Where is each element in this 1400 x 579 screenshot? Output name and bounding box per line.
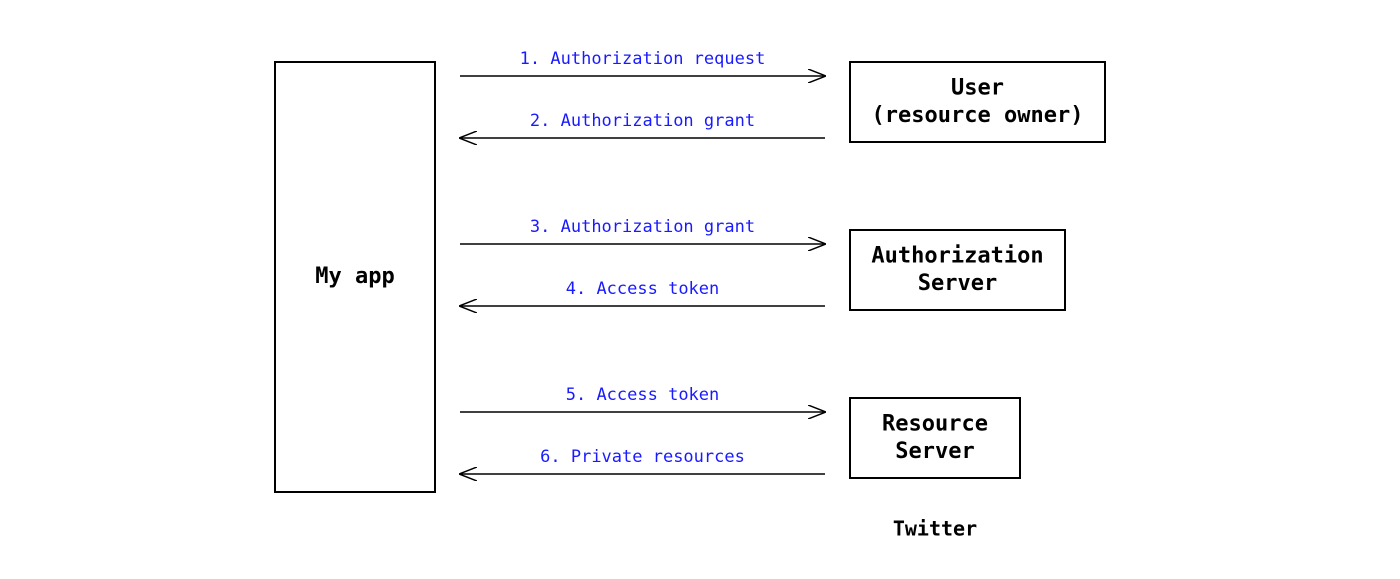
node-my-app: My app <box>275 62 435 492</box>
arrow-label-2: 2. Authorization grant <box>530 111 755 131</box>
node-resource-server: Resource Server <box>850 398 1020 478</box>
node-my-app-label: My app <box>315 264 394 289</box>
node-resource-server-label-0: Resource <box>882 411 988 436</box>
arrow-label-1: 1. Authorization request <box>520 49 766 69</box>
arrow-label-6: 6. Private resources <box>540 447 745 467</box>
node-user-label-1: (resource owner) <box>872 103 1084 128</box>
node-auth-server-label-1: Server <box>918 271 997 296</box>
arrow-label-4: 4. Access token <box>566 279 720 299</box>
node-user: User (resource owner) <box>850 62 1105 142</box>
node-auth-server: Authorization Server <box>850 230 1065 310</box>
oauth-flow-diagram: My app User (resource owner) Authorizati… <box>0 0 1400 579</box>
node-resource-server-label-1: Server <box>895 439 974 464</box>
arrow-label-3: 3. Authorization grant <box>530 217 755 237</box>
node-auth-server-label-0: Authorization <box>871 243 1043 268</box>
node-user-label-0: User <box>951 75 1004 100</box>
footer-label: Twitter <box>893 517 977 541</box>
arrow-label-5: 5. Access token <box>566 385 720 405</box>
